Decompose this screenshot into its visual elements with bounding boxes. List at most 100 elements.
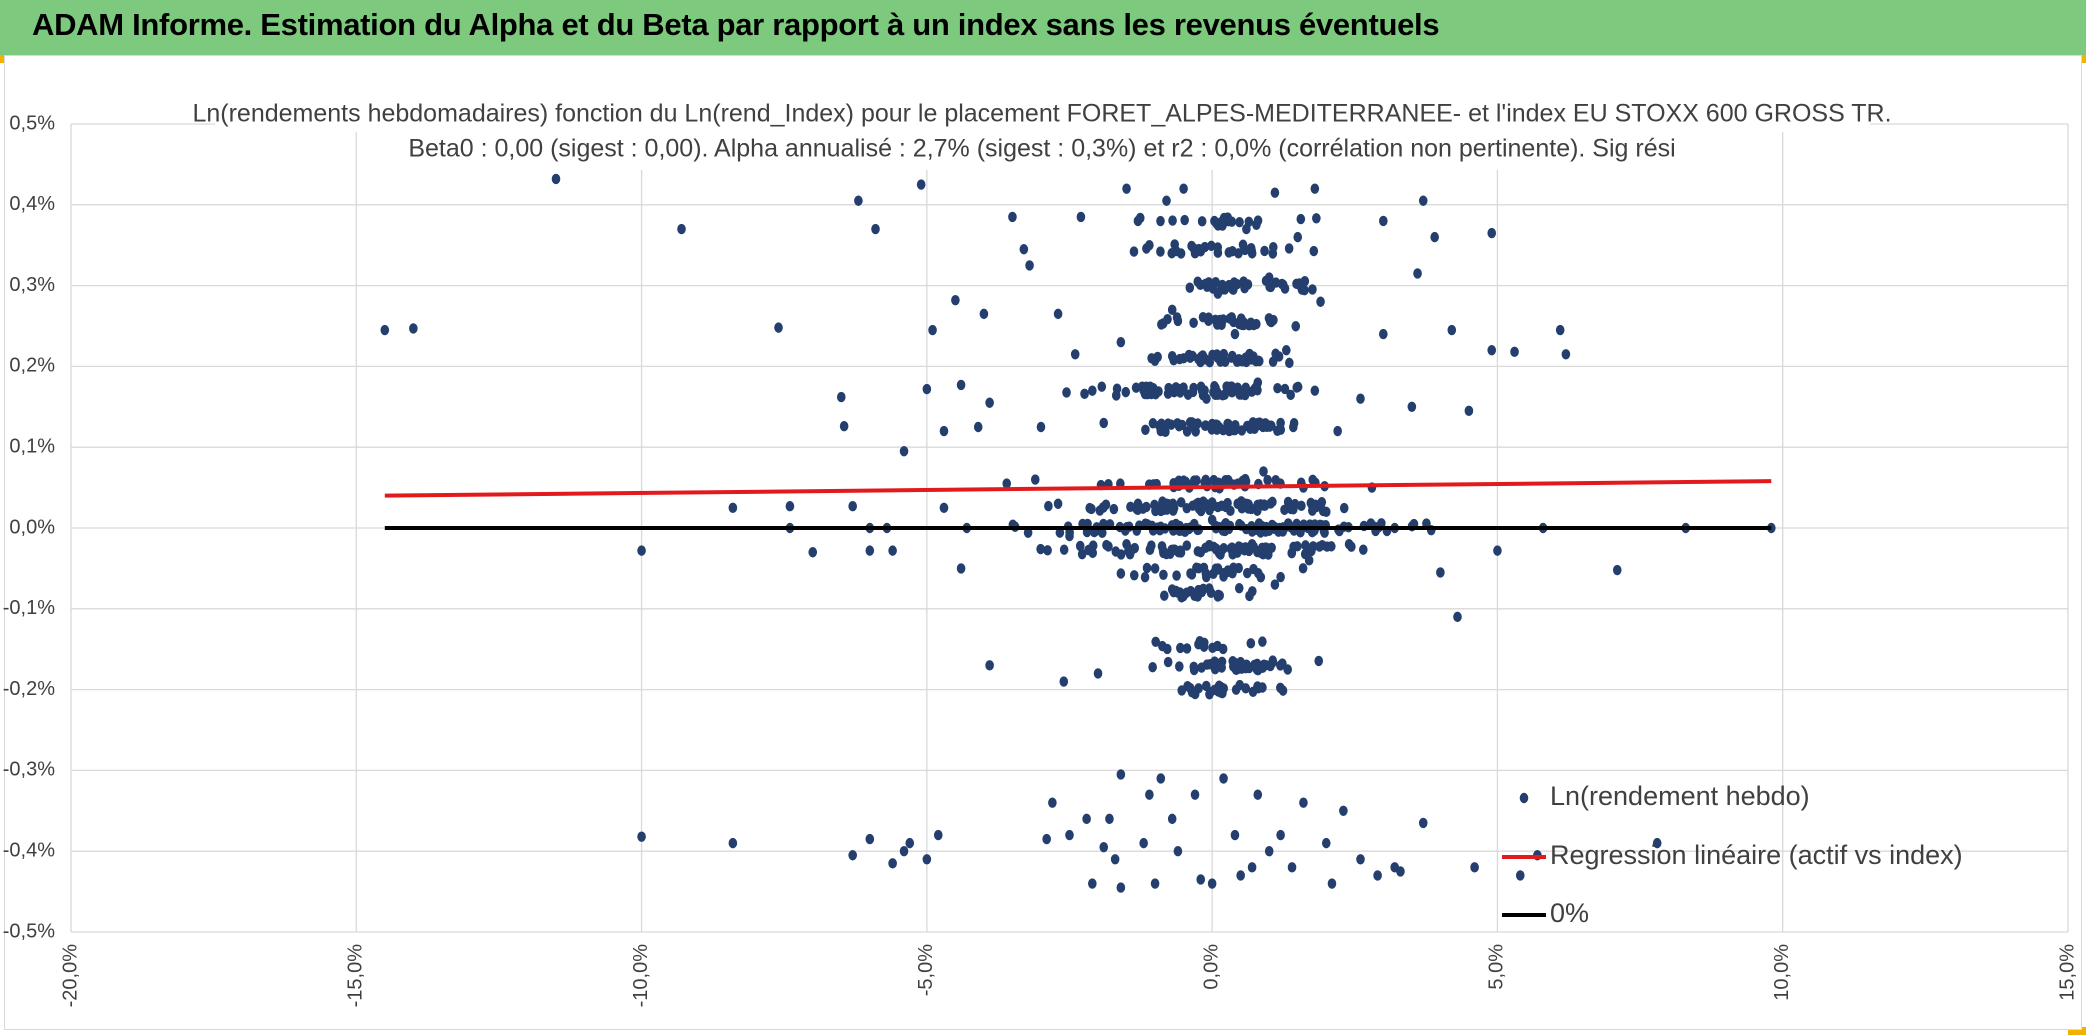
- data-point: [1088, 385, 1097, 396]
- data-point: [939, 425, 949, 437]
- data-point: [380, 324, 390, 336]
- data-point: [1143, 389, 1152, 400]
- data-point: [1215, 315, 1224, 326]
- data-point: [1252, 659, 1262, 671]
- data-point: [1238, 319, 1248, 331]
- data-point: [1300, 284, 1309, 296]
- data-point: [1258, 636, 1267, 647]
- corner-marker: [2068, 1027, 2086, 1035]
- data-point: [1197, 502, 1206, 514]
- data-point: [774, 322, 783, 333]
- data-point: [1280, 283, 1290, 294]
- y-tick-label: -0,3%: [3, 759, 55, 781]
- data-point: [1356, 854, 1365, 865]
- data-point: [1189, 475, 1199, 486]
- data-point: [854, 195, 863, 206]
- data-point: [1188, 386, 1198, 398]
- chart-subtitle: Beta0 : 0,00 (sigest : 0,00). Alpha annu…: [408, 135, 1675, 163]
- data-point: [1169, 544, 1179, 555]
- data-point: [808, 547, 818, 558]
- data-point: [1036, 421, 1046, 433]
- data-point: [1292, 382, 1302, 393]
- data-point: [1087, 503, 1096, 515]
- data-point: [1247, 354, 1256, 365]
- data-point: [1407, 401, 1417, 412]
- x-tick-label: 15,0%: [2056, 944, 2078, 1001]
- data-point: [1138, 503, 1148, 514]
- data-point: [848, 850, 857, 861]
- data-point: [728, 837, 738, 849]
- data-point: [1373, 870, 1382, 881]
- data-point: [1396, 866, 1405, 877]
- data-point: [1150, 563, 1160, 574]
- data-point: [1201, 571, 1211, 583]
- data-point: [1209, 474, 1219, 486]
- data-point: [1206, 587, 1216, 599]
- data-point: [839, 420, 849, 432]
- data-point: [1221, 518, 1231, 529]
- data-point: [865, 545, 875, 556]
- data-point: [1088, 547, 1098, 559]
- data-point: [1259, 466, 1268, 477]
- data-point: [1237, 389, 1246, 400]
- y-tick-label: -0,1%: [3, 597, 55, 619]
- data-point: [1179, 183, 1188, 194]
- data-point: [1116, 549, 1126, 560]
- x-tick-label: -5,0%: [915, 944, 937, 996]
- data-point: [1326, 541, 1336, 552]
- data-point: [1276, 682, 1285, 693]
- x-tick-label: 10,0%: [1771, 944, 1793, 1001]
- data-point: [985, 660, 994, 671]
- data-point: [1266, 316, 1276, 328]
- data-point: [1148, 418, 1158, 429]
- data-point: [899, 446, 909, 457]
- data-point: [1065, 829, 1074, 841]
- data-point: [1273, 382, 1282, 394]
- data-point: [1321, 837, 1331, 849]
- data-point: [1185, 417, 1195, 428]
- data-point: [1053, 498, 1063, 509]
- data-point: [1208, 642, 1217, 654]
- data-point: [1142, 243, 1151, 254]
- data-point: [1131, 382, 1141, 393]
- data-point: [1282, 345, 1291, 356]
- data-point: [1233, 498, 1243, 509]
- regression-line: [384, 479, 1772, 498]
- data-point: [1059, 544, 1069, 555]
- data-point: [1213, 242, 1223, 253]
- data-point: [1202, 659, 1212, 670]
- data-point: [1235, 216, 1244, 228]
- data-point: [1270, 187, 1280, 198]
- data-point: [637, 831, 646, 842]
- data-point: [1220, 284, 1230, 295]
- data-point: [1298, 563, 1308, 574]
- data-point: [939, 502, 949, 513]
- data-point: [1280, 504, 1289, 516]
- data-point: [1320, 527, 1329, 538]
- y-tick-label: 0,3%: [9, 274, 55, 296]
- data-point: [1268, 356, 1278, 367]
- data-point: [1493, 545, 1502, 556]
- legend: Ln(rendement hebdo) Regression linéaire (…: [1502, 781, 1963, 928]
- data-point: [1555, 324, 1565, 336]
- data-point: [1418, 195, 1428, 206]
- data-point: [1230, 328, 1240, 340]
- data-point: [1246, 243, 1256, 254]
- data-point: [899, 846, 909, 857]
- data-point: [1142, 562, 1152, 574]
- data-point: [985, 397, 994, 408]
- data-point: [1227, 352, 1237, 363]
- data-point: [1316, 296, 1325, 307]
- data-point: [951, 294, 960, 306]
- data-point: [1194, 584, 1203, 596]
- data-point: [1140, 571, 1150, 583]
- data-point: [1310, 183, 1320, 194]
- data-point: [1339, 805, 1348, 816]
- data-point: [1299, 797, 1308, 808]
- data-point: [1224, 247, 1234, 258]
- data-point: [1347, 541, 1356, 552]
- data-point: [1132, 504, 1142, 515]
- data-point: [1122, 183, 1131, 194]
- data-point: [1182, 643, 1192, 654]
